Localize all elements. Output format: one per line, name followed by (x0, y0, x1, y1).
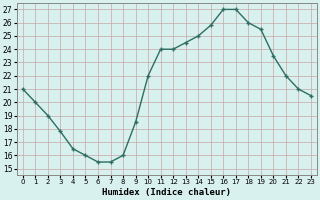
X-axis label: Humidex (Indice chaleur): Humidex (Indice chaleur) (102, 188, 231, 197)
